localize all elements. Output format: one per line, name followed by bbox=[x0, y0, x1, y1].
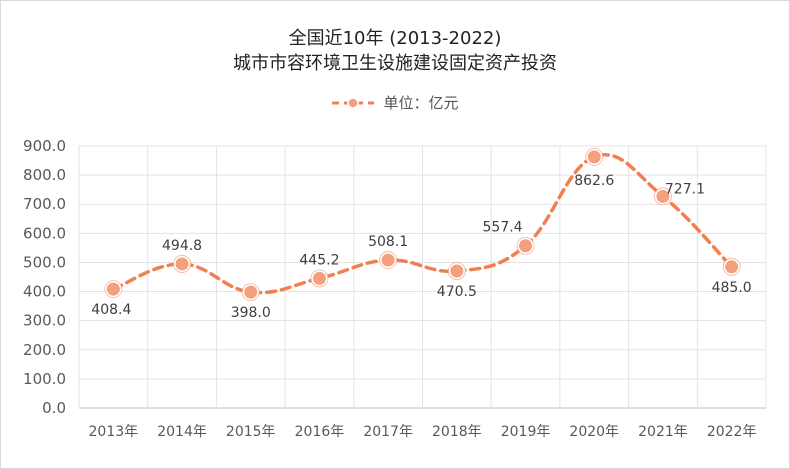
x-tick-label: 2020年 bbox=[569, 424, 619, 440]
x-tick-label: 2016年 bbox=[295, 424, 345, 440]
data-point bbox=[104, 280, 122, 298]
data-point bbox=[173, 255, 191, 273]
data-point bbox=[242, 283, 260, 301]
legend-swatch-icon bbox=[332, 96, 375, 109]
data-label: 485.0 bbox=[712, 280, 752, 296]
series-line bbox=[111, 153, 734, 295]
y-tick-label: 600.0 bbox=[23, 224, 66, 242]
data-label: 408.4 bbox=[91, 302, 131, 318]
x-tick-label: 2019年 bbox=[501, 424, 551, 440]
data-point bbox=[723, 258, 741, 276]
data-point bbox=[585, 148, 603, 166]
legend: 单位：亿元 bbox=[0, 92, 790, 113]
data-label: 445.2 bbox=[299, 252, 339, 268]
data-labels: 408.4 494.8 398.0 445.2 508.1 470.5 557.4 862.6… bbox=[91, 173, 751, 321]
x-tick-label: 2013年 bbox=[89, 424, 139, 440]
data-point-ring bbox=[654, 187, 672, 206]
y-axis: 0.0 100.0 200.0 300.0 400.0 500.0 600.0 700.0 80… bbox=[23, 137, 66, 417]
data-point-ring bbox=[241, 283, 260, 302]
y-tick-label: 800.0 bbox=[23, 166, 66, 184]
gridlines bbox=[78, 145, 767, 409]
data-point-ring bbox=[173, 255, 191, 273]
data-point-ring bbox=[722, 257, 741, 276]
y-tick-label: 200.0 bbox=[23, 341, 66, 359]
data-point bbox=[517, 237, 535, 255]
data-label: 862.6 bbox=[574, 173, 614, 189]
data-point bbox=[654, 187, 672, 205]
data-point bbox=[448, 262, 466, 280]
y-tick-label: 100.0 bbox=[23, 370, 66, 388]
y-tick-label: 300.0 bbox=[23, 312, 66, 330]
x-tick-label: 2022年 bbox=[707, 424, 757, 440]
data-point-ring bbox=[310, 269, 329, 288]
data-point-ring bbox=[447, 262, 466, 280]
chart-title: 全国近10年 (2013-2022) 城市市容环境卫生设施建设固定资产投资 bbox=[0, 26, 790, 76]
data-label: 508.1 bbox=[368, 234, 408, 250]
chart-title-line1: 全国近10年 (2013-2022) bbox=[288, 28, 502, 49]
x-tick-label: 2021年 bbox=[638, 424, 688, 440]
data-point-ring bbox=[585, 147, 604, 166]
data-label: 727.1 bbox=[665, 181, 705, 197]
x-tick-label: 2018年 bbox=[432, 424, 482, 440]
y-tick-label: 400.0 bbox=[23, 283, 66, 301]
data-point-ring bbox=[379, 251, 398, 269]
data-point bbox=[310, 269, 328, 287]
data-point-ring bbox=[516, 236, 535, 255]
data-label: 398.0 bbox=[231, 305, 271, 321]
x-axis: 2013年 2014年 2015年 2016年 2017年 2018年 2019年 2020年… bbox=[89, 424, 757, 440]
y-tick-label: 0.0 bbox=[42, 399, 66, 417]
legend-label: 单位：亿元 bbox=[383, 94, 459, 112]
y-tick-label: 900.0 bbox=[23, 137, 66, 155]
data-label: 470.5 bbox=[437, 284, 477, 300]
y-tick-label: 500.0 bbox=[23, 253, 66, 271]
data-label: 557.4 bbox=[483, 220, 523, 236]
series bbox=[104, 147, 741, 302]
data-point bbox=[379, 251, 397, 269]
y-tick-label: 700.0 bbox=[23, 195, 66, 213]
x-tick-label: 2017年 bbox=[363, 424, 413, 440]
data-label: 494.8 bbox=[162, 238, 202, 254]
chart-title-line2: 城市市容环境卫生设施建设固定资产投资 bbox=[233, 53, 557, 74]
data-point-ring bbox=[104, 280, 123, 299]
x-tick-label: 2015年 bbox=[226, 424, 276, 440]
x-tick-label: 2014年 bbox=[157, 424, 207, 440]
